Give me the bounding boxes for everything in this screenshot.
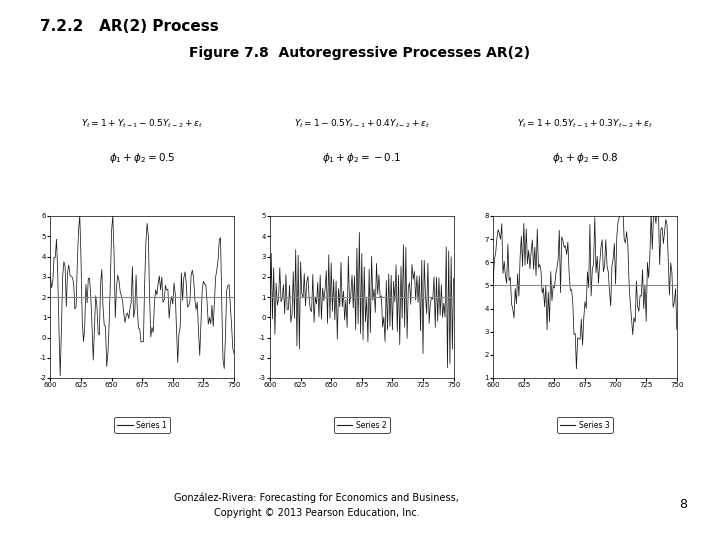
Text: $\phi_1 + \phi_2 = 0.8$: $\phi_1 + \phi_2 = 0.8$	[552, 151, 618, 165]
Text: $Y_t = 1 + 0.5Y_{t-1} + 0.3Y_{t-2} + \varepsilon_t$: $Y_t = 1 + 0.5Y_{t-1} + 0.3Y_{t-2} + \va…	[517, 117, 653, 130]
Legend: Series 2: Series 2	[334, 417, 390, 433]
Text: $\phi_1 + \phi_2 = 0.5$: $\phi_1 + \phi_2 = 0.5$	[109, 151, 176, 165]
Legend: Series 3: Series 3	[557, 417, 613, 433]
Text: 7.2.2   AR(2) Process: 7.2.2 AR(2) Process	[40, 19, 218, 34]
Legend: Series 1: Series 1	[114, 417, 170, 433]
Text: $Y_t = 1 + Y_{t-1} - 0.5Y_{t-2} + \varepsilon_t$: $Y_t = 1 + Y_{t-1} - 0.5Y_{t-2} + \varep…	[81, 117, 203, 130]
Text: 8: 8	[680, 498, 688, 511]
Text: $\phi_1 + \phi_2 = -0.1$: $\phi_1 + \phi_2 = -0.1$	[322, 151, 402, 165]
Text: Copyright © 2013 Pearson Education, Inc.: Copyright © 2013 Pearson Education, Inc.	[214, 508, 420, 518]
Text: Figure 7.8  Autoregressive Processes AR(2): Figure 7.8 Autoregressive Processes AR(2…	[189, 46, 531, 60]
Text: González-Rivera: Forecasting for Economics and Business,: González-Rivera: Forecasting for Economi…	[174, 492, 459, 503]
Text: $Y_t = 1 - 0.5Y_{t-1} + 0.4Y_{t-2} + \varepsilon_t$: $Y_t = 1 - 0.5Y_{t-1} + 0.4Y_{t-2} + \va…	[294, 117, 430, 130]
